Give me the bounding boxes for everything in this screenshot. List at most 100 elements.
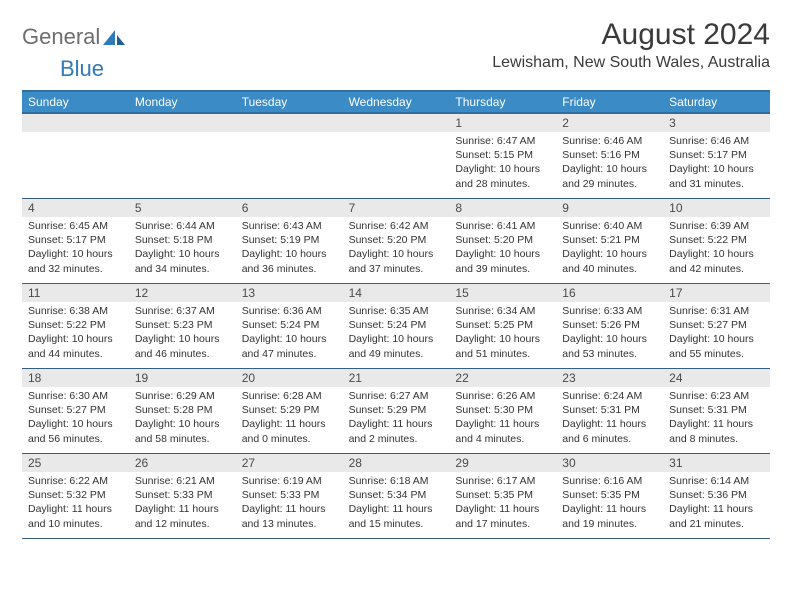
day-cell: 23Sunrise: 6:24 AMSunset: 5:31 PMDayligh… [556,369,663,453]
day-cell: 14Sunrise: 6:35 AMSunset: 5:24 PMDayligh… [343,284,450,368]
day-number [22,114,129,132]
day-number: 29 [449,454,556,472]
sunset-text: Sunset: 5:20 PM [455,233,550,247]
sunrise-text: Sunrise: 6:23 AM [669,389,764,403]
sunrise-text: Sunrise: 6:43 AM [242,219,337,233]
sunrise-text: Sunrise: 6:47 AM [455,134,550,148]
day-number: 28 [343,454,450,472]
day-info: Sunrise: 6:39 AMSunset: 5:22 PMDaylight:… [663,217,770,280]
day-info: Sunrise: 6:29 AMSunset: 5:28 PMDaylight:… [129,387,236,450]
sunset-text: Sunset: 5:27 PM [28,403,123,417]
sunset-text: Sunset: 5:27 PM [669,318,764,332]
day-cell: 17Sunrise: 6:31 AMSunset: 5:27 PMDayligh… [663,284,770,368]
sunrise-text: Sunrise: 6:42 AM [349,219,444,233]
daylight-text: Daylight: 11 hours and 12 minutes. [135,502,230,530]
day-info: Sunrise: 6:18 AMSunset: 5:34 PMDaylight:… [343,472,450,535]
day-number [343,114,450,132]
day-number: 20 [236,369,343,387]
day-cell [343,114,450,198]
day-number: 13 [236,284,343,302]
day-number: 6 [236,199,343,217]
logo-text-blue: Blue [60,56,104,82]
weekday-sat: Saturday [663,92,770,112]
day-number: 31 [663,454,770,472]
day-cell: 30Sunrise: 6:16 AMSunset: 5:35 PMDayligh… [556,454,663,538]
daylight-text: Daylight: 10 hours and 58 minutes. [135,417,230,445]
day-cell: 13Sunrise: 6:36 AMSunset: 5:24 PMDayligh… [236,284,343,368]
day-number: 24 [663,369,770,387]
day-number: 30 [556,454,663,472]
weekday-thu: Thursday [449,92,556,112]
daylight-text: Daylight: 11 hours and 2 minutes. [349,417,444,445]
daylight-text: Daylight: 11 hours and 8 minutes. [669,417,764,445]
day-info: Sunrise: 6:37 AMSunset: 5:23 PMDaylight:… [129,302,236,365]
weeks-container: 1Sunrise: 6:47 AMSunset: 5:15 PMDaylight… [22,114,770,539]
sunset-text: Sunset: 5:30 PM [455,403,550,417]
day-info: Sunrise: 6:21 AMSunset: 5:33 PMDaylight:… [129,472,236,535]
sunset-text: Sunset: 5:33 PM [242,488,337,502]
day-cell: 12Sunrise: 6:37 AMSunset: 5:23 PMDayligh… [129,284,236,368]
sunset-text: Sunset: 5:26 PM [562,318,657,332]
day-cell: 15Sunrise: 6:34 AMSunset: 5:25 PMDayligh… [449,284,556,368]
sunrise-text: Sunrise: 6:28 AM [242,389,337,403]
daylight-text: Daylight: 10 hours and 51 minutes. [455,332,550,360]
sunset-text: Sunset: 5:35 PM [562,488,657,502]
day-info: Sunrise: 6:28 AMSunset: 5:29 PMDaylight:… [236,387,343,450]
day-cell: 9Sunrise: 6:40 AMSunset: 5:21 PMDaylight… [556,199,663,283]
sunset-text: Sunset: 5:25 PM [455,318,550,332]
day-info: Sunrise: 6:16 AMSunset: 5:35 PMDaylight:… [556,472,663,535]
daylight-text: Daylight: 11 hours and 17 minutes. [455,502,550,530]
day-info: Sunrise: 6:38 AMSunset: 5:22 PMDaylight:… [22,302,129,365]
day-cell: 2Sunrise: 6:46 AMSunset: 5:16 PMDaylight… [556,114,663,198]
weekday-header-row: Sunday Monday Tuesday Wednesday Thursday… [22,90,770,114]
day-number: 22 [449,369,556,387]
day-info: Sunrise: 6:34 AMSunset: 5:25 PMDaylight:… [449,302,556,365]
day-cell [22,114,129,198]
day-cell: 16Sunrise: 6:33 AMSunset: 5:26 PMDayligh… [556,284,663,368]
sunrise-text: Sunrise: 6:37 AM [135,304,230,318]
day-number: 12 [129,284,236,302]
day-number: 19 [129,369,236,387]
sunset-text: Sunset: 5:29 PM [242,403,337,417]
daylight-text: Daylight: 11 hours and 0 minutes. [242,417,337,445]
weekday-wed: Wednesday [343,92,450,112]
sunrise-text: Sunrise: 6:19 AM [242,474,337,488]
sunset-text: Sunset: 5:16 PM [562,148,657,162]
calendar: Sunday Monday Tuesday Wednesday Thursday… [22,90,770,539]
sunrise-text: Sunrise: 6:31 AM [669,304,764,318]
day-cell: 5Sunrise: 6:44 AMSunset: 5:18 PMDaylight… [129,199,236,283]
day-number [129,114,236,132]
day-info: Sunrise: 6:42 AMSunset: 5:20 PMDaylight:… [343,217,450,280]
sunrise-text: Sunrise: 6:34 AM [455,304,550,318]
day-number: 7 [343,199,450,217]
daylight-text: Daylight: 10 hours and 44 minutes. [28,332,123,360]
daylight-text: Daylight: 10 hours and 34 minutes. [135,247,230,275]
day-number: 1 [449,114,556,132]
day-info: Sunrise: 6:14 AMSunset: 5:36 PMDaylight:… [663,472,770,535]
day-number: 25 [22,454,129,472]
sunrise-text: Sunrise: 6:46 AM [562,134,657,148]
sunset-text: Sunset: 5:21 PM [562,233,657,247]
day-info: Sunrise: 6:30 AMSunset: 5:27 PMDaylight:… [22,387,129,450]
day-info: Sunrise: 6:46 AMSunset: 5:17 PMDaylight:… [663,132,770,195]
day-info: Sunrise: 6:24 AMSunset: 5:31 PMDaylight:… [556,387,663,450]
day-number: 17 [663,284,770,302]
sunrise-text: Sunrise: 6:30 AM [28,389,123,403]
daylight-text: Daylight: 10 hours and 31 minutes. [669,162,764,190]
day-cell [129,114,236,198]
day-number: 18 [22,369,129,387]
sunset-text: Sunset: 5:32 PM [28,488,123,502]
daylight-text: Daylight: 11 hours and 10 minutes. [28,502,123,530]
sunrise-text: Sunrise: 6:29 AM [135,389,230,403]
sunrise-text: Sunrise: 6:41 AM [455,219,550,233]
daylight-text: Daylight: 11 hours and 4 minutes. [455,417,550,445]
day-info: Sunrise: 6:27 AMSunset: 5:29 PMDaylight:… [343,387,450,450]
daylight-text: Daylight: 11 hours and 6 minutes. [562,417,657,445]
day-number: 8 [449,199,556,217]
sunrise-text: Sunrise: 6:22 AM [28,474,123,488]
sunset-text: Sunset: 5:17 PM [669,148,764,162]
daylight-text: Daylight: 11 hours and 13 minutes. [242,502,337,530]
sunset-text: Sunset: 5:31 PM [669,403,764,417]
sunrise-text: Sunrise: 6:33 AM [562,304,657,318]
daylight-text: Daylight: 11 hours and 21 minutes. [669,502,764,530]
